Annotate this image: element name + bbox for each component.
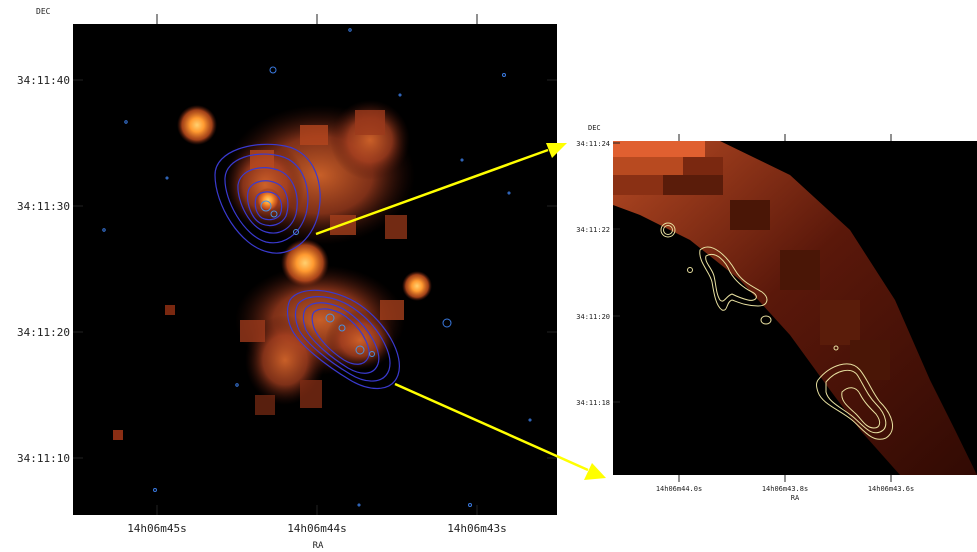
- left-axis-ticks: [73, 14, 557, 515]
- lower-lobe-inner-contours: [325, 313, 375, 357]
- right-upper-contours: [660, 222, 772, 325]
- left-dec-tick-label: 34:11:40: [17, 74, 70, 87]
- left-dec-axis-title: DEC: [36, 7, 51, 16]
- upper-lobe-inner-contours: [260, 200, 299, 235]
- left-emission-map: [113, 100, 432, 440]
- lower-lobe-contours: [286, 289, 400, 389]
- left-panel: DEC RA 34:11:40 34:11:30 34:11:20 34:11:…: [17, 7, 557, 551]
- left-ra-tick-label: 14h06m44s: [287, 522, 347, 535]
- right-ra-tick-label: 14h06m44.0s: [656, 485, 702, 493]
- right-dec-axis-title: DEC: [588, 124, 601, 132]
- right-panel: DEC RA 34:11:24 34:11:22 34:11:20 34:11:…: [576, 124, 977, 502]
- right-ra-tick-label: 14h06m43.8s: [762, 485, 808, 493]
- left-dec-tick-label: 34:11:10: [17, 452, 70, 465]
- right-dec-tick-label: 34:11:20: [576, 313, 610, 321]
- zoom-arrows: [315, 143, 606, 480]
- right-dec-tick-label: 34:11:18: [576, 399, 610, 407]
- right-emission-map: [613, 141, 977, 475]
- right-dec-tick-label: 34:11:22: [576, 226, 610, 234]
- right-dec-tick-label: 34:11:24: [576, 140, 610, 148]
- bright-source-right: [402, 271, 432, 301]
- left-dec-tick-label: 34:11:20: [17, 326, 70, 339]
- upper-lobe-contours: [214, 143, 321, 254]
- left-dec-tick-label: 34:11:30: [17, 200, 70, 213]
- bright-source-center: [281, 239, 329, 287]
- faint-pixel: [165, 305, 175, 315]
- left-ra-tick-label: 14h06m45s: [127, 522, 187, 535]
- arrow-upper: [315, 143, 567, 236]
- right-ra-axis-title: RA: [791, 494, 800, 502]
- arrow-lower: [394, 382, 606, 480]
- right-ra-tick-label: 14h06m43.6s: [868, 485, 914, 493]
- right-axis-ticks: [613, 134, 892, 482]
- left-ra-tick-label: 14h06m43s: [447, 522, 507, 535]
- faint-pixel: [113, 430, 123, 440]
- right-lower-contours: [816, 345, 894, 440]
- left-ra-axis-title: RA: [313, 541, 324, 551]
- bright-source-upper-left: [177, 105, 217, 145]
- field-noise-specks: [102, 28, 532, 507]
